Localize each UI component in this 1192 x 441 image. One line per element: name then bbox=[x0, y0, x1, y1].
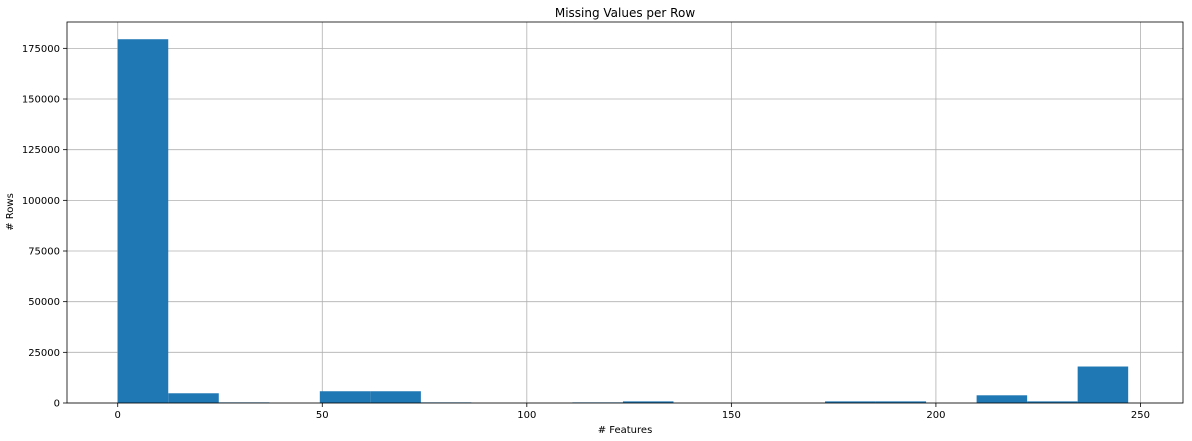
histogram-bar bbox=[875, 401, 927, 403]
histogram-bar bbox=[319, 391, 371, 403]
x-tick-label: 0 bbox=[115, 410, 121, 421]
grid bbox=[67, 22, 1183, 404]
histogram-bar bbox=[1077, 366, 1129, 403]
histogram-bar bbox=[622, 401, 674, 403]
histogram-bar bbox=[117, 39, 169, 403]
y-tick-label: 150000 bbox=[22, 95, 60, 106]
x-tick-label: 250 bbox=[1131, 410, 1150, 421]
plot-frame bbox=[66, 21, 1184, 404]
x-axis-ticks: 0 50 100 150 200 250 bbox=[115, 403, 1150, 421]
histogram-bar bbox=[370, 391, 421, 403]
chart-title: Missing Values per Row bbox=[555, 6, 695, 20]
x-axis-label: # Features bbox=[598, 425, 653, 436]
histogram-bar bbox=[825, 401, 876, 403]
y-tick-label: 0 bbox=[54, 399, 60, 410]
x-tick-label: 200 bbox=[926, 410, 945, 421]
bars bbox=[117, 39, 1129, 403]
x-tick-label: 150 bbox=[722, 410, 741, 421]
y-tick-label: 50000 bbox=[28, 297, 60, 308]
y-axis-label: # Rows bbox=[5, 193, 16, 231]
y-tick-label: 125000 bbox=[22, 145, 60, 156]
y-tick-label: 25000 bbox=[28, 348, 60, 359]
y-tick-label: 100000 bbox=[22, 196, 60, 207]
y-axis-ticks: 0 25000 50000 75000 100000 125000 150000 175000 bbox=[22, 44, 67, 410]
x-tick-label: 50 bbox=[316, 410, 329, 421]
x-tick-label: 100 bbox=[517, 410, 536, 421]
histogram-bar bbox=[976, 395, 1028, 403]
histogram-bar bbox=[1027, 401, 1078, 403]
y-tick-label: 175000 bbox=[22, 44, 60, 55]
histogram-bar bbox=[168, 393, 219, 403]
y-tick-label: 75000 bbox=[28, 247, 60, 258]
